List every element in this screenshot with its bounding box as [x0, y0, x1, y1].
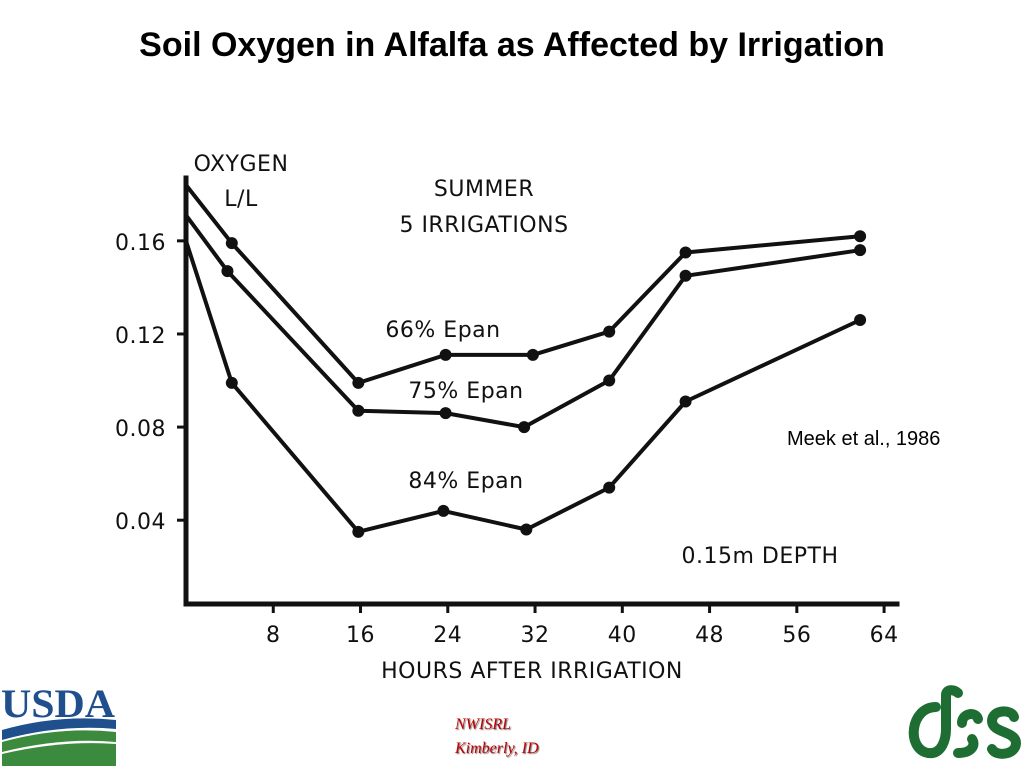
x-tick-label: 8 — [266, 623, 281, 648]
series-line — [184, 183, 861, 385]
x-axis-label: HOURS AFTER IRRIGATION — [381, 659, 683, 684]
lab-block: NWISRL Kimberly, ID — [400, 713, 580, 761]
y-axis-label: L/L — [224, 187, 258, 212]
lab-name: NWISRL — [455, 716, 511, 733]
y-tick-label: 0.08 — [115, 417, 166, 442]
data-point — [854, 230, 867, 243]
citation: Meek et al., 1986 — [787, 428, 941, 450]
x-tick-label: 64 — [870, 623, 899, 648]
series-line — [184, 214, 861, 430]
data-point — [225, 376, 238, 389]
data-point — [352, 404, 365, 417]
x-tick-label: 32 — [521, 623, 550, 648]
data-point — [352, 376, 365, 389]
series-label: 84% Epan — [408, 469, 523, 494]
x-tick-label: 16 — [346, 623, 375, 648]
usda-logo: USDA — [1, 681, 116, 766]
series-lines — [184, 183, 867, 538]
x-tick-label: 24 — [433, 623, 462, 648]
oxygen-line-chart: 8 16 24 32 40 48 56 64 0.04 0.08 0.12 0.16 OXYGEN L/L… — [115, 152, 900, 684]
data-point — [439, 348, 452, 361]
y-axis-label: OXYGEN — [194, 152, 289, 177]
data-point — [603, 374, 616, 387]
series-label: 66% Epan — [385, 318, 500, 343]
axes — [177, 175, 900, 613]
data-point — [518, 421, 531, 434]
slide-title: Soil Oxygen in Alfalfa as Affected by Ir… — [139, 26, 885, 64]
data-point — [221, 265, 234, 278]
data-point — [439, 407, 452, 420]
data-point — [679, 246, 692, 259]
annotation-season: SUMMER — [434, 177, 534, 202]
data-point — [526, 348, 539, 361]
y-tick-label: 0.04 — [115, 510, 166, 535]
data-point — [679, 395, 692, 408]
y-tick-label: 0.12 — [115, 324, 166, 349]
series-line — [184, 240, 861, 534]
series-label: 75% Epan — [408, 379, 523, 404]
annotation-irrigations: 5 IRRIGATIONS — [399, 213, 568, 238]
data-point — [520, 523, 533, 536]
data-point — [603, 325, 616, 338]
y-tick-label: 0.16 — [115, 231, 166, 256]
data-point — [679, 269, 692, 282]
annotation-depth: 0.15m DEPTH — [682, 544, 839, 569]
data-point — [854, 244, 867, 257]
chart-labels: 8 16 24 32 40 48 56 64 0.04 0.08 0.12 0.16 OXYGEN L/L… — [115, 152, 899, 684]
data-point — [603, 481, 616, 494]
data-point — [437, 504, 450, 517]
data-point — [352, 525, 365, 538]
svg-text:USDA: USDA — [1, 681, 115, 726]
x-tick-label: 40 — [608, 623, 637, 648]
x-tick-label: 48 — [695, 623, 724, 648]
data-point — [225, 237, 238, 250]
x-tick-label: 56 — [782, 623, 811, 648]
data-point — [854, 314, 867, 326]
ars-logo — [908, 685, 1022, 759]
lab-location: Kimberly, ID — [455, 740, 539, 757]
